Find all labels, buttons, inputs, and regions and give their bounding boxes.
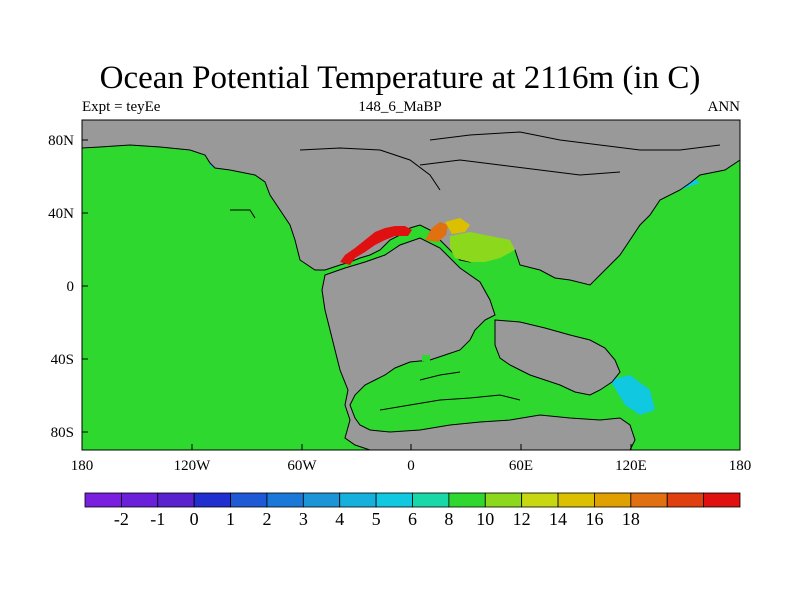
green-patch-south-2 bbox=[422, 355, 430, 361]
lat-tick-40s: 40S bbox=[51, 352, 74, 368]
land-north bbox=[81, 119, 741, 286]
colorbar-label: 2 bbox=[262, 509, 271, 529]
colorbar-box bbox=[448, 492, 486, 508]
colorbar-box bbox=[375, 492, 413, 508]
colorbar-box bbox=[521, 492, 559, 508]
tethys-orange-patch bbox=[425, 222, 448, 242]
lat-tick-80n: 80N bbox=[48, 133, 74, 149]
lat-tick-80s: 80S bbox=[51, 425, 74, 441]
colorbar: -2 -1 0 1 2 3 4 5 6 8 10 12 14 16 18 bbox=[84, 492, 741, 529]
land-southeast bbox=[494, 319, 621, 396]
coastline-details bbox=[230, 131, 721, 411]
colorbar-box bbox=[302, 492, 341, 508]
colorbar-label: 1 bbox=[226, 509, 235, 529]
tethys-red-band bbox=[340, 226, 412, 265]
colorbar-box bbox=[157, 492, 195, 508]
colorbar-label: 12 bbox=[513, 509, 531, 529]
lon-axis: 180 120W 60W 0 60E 120E 180 bbox=[71, 444, 752, 474]
experiment-label: Expt = teyEe bbox=[82, 99, 161, 115]
colorbar-box bbox=[666, 492, 705, 508]
colorbar-box bbox=[557, 492, 595, 508]
lon-tick-120e: 120E bbox=[615, 458, 647, 474]
lon-tick-180w: 180 bbox=[71, 458, 94, 474]
colorbar-label: 10 bbox=[476, 509, 494, 529]
tethys-yellow-patch bbox=[445, 218, 470, 234]
colorbar-box bbox=[703, 492, 741, 508]
colorbar-label: 8 bbox=[444, 509, 453, 529]
southern-cold-water bbox=[610, 375, 655, 415]
lon-tick-180e: 180 bbox=[729, 458, 752, 474]
time-label: 148_6_MaBP bbox=[358, 99, 442, 115]
lon-tick-120w: 120W bbox=[174, 458, 212, 474]
colorbar-label: 4 bbox=[335, 509, 344, 529]
tethys-lime-patch bbox=[450, 232, 515, 262]
colorbar-label: -1 bbox=[150, 509, 165, 529]
lat-axis: 80N 40N 0 40S 80S bbox=[48, 133, 88, 441]
colorbar-label: 0 bbox=[190, 509, 199, 529]
lon-tick-60e: 60E bbox=[509, 458, 533, 474]
colorbar-box bbox=[230, 492, 268, 508]
colorbar-label: 14 bbox=[549, 509, 567, 529]
colorbar-box bbox=[120, 492, 159, 508]
colorbar-box bbox=[84, 492, 122, 508]
green-patch-south bbox=[392, 372, 402, 380]
colorbar-box bbox=[412, 492, 450, 508]
landmasses bbox=[81, 119, 741, 451]
colorbar-box bbox=[594, 492, 632, 508]
colorbar-box bbox=[484, 492, 523, 508]
colorbar-box bbox=[266, 492, 304, 508]
tethys-warm-water bbox=[340, 218, 515, 265]
colorbar-label: 16 bbox=[585, 509, 603, 529]
colorbar-label: 5 bbox=[372, 509, 381, 529]
colorbar-label: -2 bbox=[114, 509, 129, 529]
lat-tick-40n: 40N bbox=[48, 206, 74, 222]
colorbar-label: 3 bbox=[299, 509, 308, 529]
season-label: ANN bbox=[707, 99, 741, 115]
colorbar-box bbox=[630, 492, 668, 508]
lon-tick-60w: 60W bbox=[287, 458, 317, 474]
map-plot bbox=[81, 119, 741, 451]
lat-tick-0: 0 bbox=[67, 279, 75, 295]
colorbar-label: 6 bbox=[408, 509, 417, 529]
land-south bbox=[321, 237, 636, 451]
colorbar-box bbox=[193, 492, 231, 508]
map-title: Ocean Potential Temperature at 2116m (in… bbox=[99, 60, 701, 96]
lon-tick-0: 0 bbox=[407, 458, 415, 474]
colorbar-box bbox=[339, 492, 377, 508]
colorbar-label: 18 bbox=[622, 509, 640, 529]
